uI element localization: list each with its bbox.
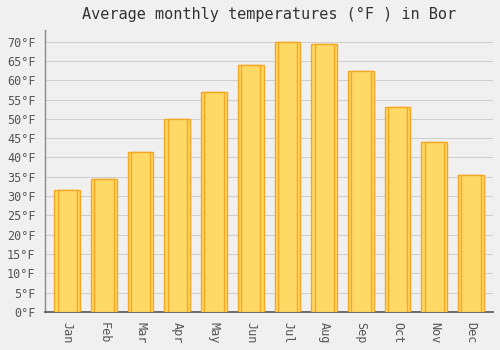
Bar bbox=[128, 152, 154, 312]
Bar bbox=[458, 175, 484, 312]
Bar bbox=[348, 71, 374, 312]
Bar bbox=[312, 44, 337, 312]
Bar bbox=[58, 190, 77, 312]
Bar bbox=[54, 190, 80, 312]
Bar bbox=[422, 142, 447, 312]
Bar bbox=[131, 152, 150, 312]
Bar bbox=[168, 119, 187, 312]
Bar bbox=[241, 65, 260, 312]
Bar bbox=[128, 152, 154, 312]
Title: Average monthly temperatures (°F ) in Bor: Average monthly temperatures (°F ) in Bo… bbox=[82, 7, 456, 22]
Bar bbox=[314, 44, 334, 312]
Bar bbox=[164, 119, 190, 312]
Bar bbox=[388, 107, 407, 312]
Bar bbox=[274, 42, 300, 312]
Bar bbox=[201, 92, 227, 312]
Bar bbox=[312, 44, 337, 312]
Bar bbox=[458, 175, 484, 312]
Bar bbox=[91, 179, 117, 312]
Bar bbox=[352, 71, 370, 312]
Bar bbox=[274, 42, 300, 312]
Bar bbox=[238, 65, 264, 312]
Bar bbox=[348, 71, 374, 312]
Bar bbox=[278, 42, 297, 312]
Bar bbox=[462, 175, 480, 312]
Bar bbox=[94, 179, 114, 312]
Bar bbox=[385, 107, 410, 312]
Bar bbox=[54, 190, 80, 312]
Bar bbox=[385, 107, 410, 312]
Bar bbox=[422, 142, 447, 312]
Bar bbox=[164, 119, 190, 312]
Bar bbox=[201, 92, 227, 312]
Bar bbox=[204, 92, 224, 312]
Bar bbox=[238, 65, 264, 312]
Bar bbox=[424, 142, 444, 312]
Bar bbox=[91, 179, 117, 312]
